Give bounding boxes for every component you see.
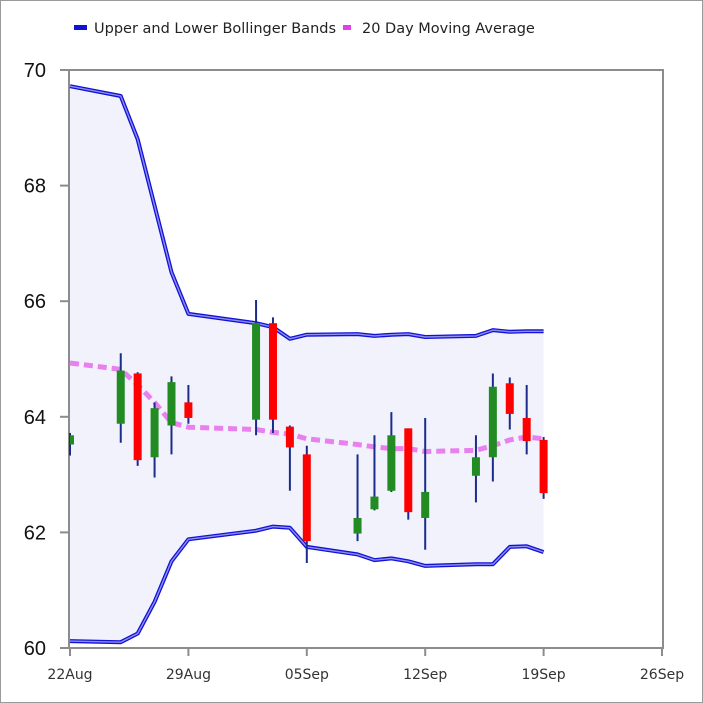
- upper-band-line-highlight: [69, 85, 544, 340]
- candle: [353, 454, 362, 542]
- candle-body: [522, 417, 531, 442]
- candle: [488, 373, 497, 482]
- candle: [421, 417, 430, 550]
- candle-body: [505, 383, 514, 414]
- y-tick-label: 62: [24, 522, 46, 544]
- y-tick-label: 66: [24, 291, 46, 313]
- x-tick-label: 26Sep: [640, 667, 684, 683]
- candle: [268, 317, 277, 433]
- candle-body: [150, 408, 159, 458]
- candle: [302, 445, 311, 564]
- candle: [116, 353, 125, 443]
- x-tick-label: 05Sep: [285, 667, 329, 683]
- candle-body: [539, 439, 548, 494]
- legend-entry-moving-average: 20 Day Moving Average: [343, 21, 535, 37]
- moving-average-line: [69, 360, 544, 455]
- candle-body: [421, 491, 430, 518]
- candle: [150, 402, 159, 478]
- x-tick-label: 19Sep: [521, 667, 565, 683]
- y-tick-label: 60: [24, 638, 46, 660]
- candle: [404, 428, 413, 520]
- candle-body: [116, 370, 125, 424]
- legend-label-moving-average: 20 Day Moving Average: [362, 21, 535, 37]
- candle-body: [404, 428, 413, 513]
- legend: Upper and Lower Bollinger Bands 20 Day M…: [74, 21, 535, 37]
- legend-label-bands: Upper and Lower Bollinger Bands: [94, 21, 336, 37]
- candle: [370, 435, 379, 511]
- candle: [167, 376, 176, 455]
- candle: [471, 435, 480, 503]
- x-tick-label: 22Aug: [47, 667, 92, 683]
- x-tick-label: 12Sep: [403, 667, 447, 683]
- candle: [387, 412, 396, 492]
- lower-band-line-highlight: [69, 525, 544, 643]
- legend-swatch-bands: [74, 25, 87, 30]
- y-tick-label: 64: [24, 407, 46, 429]
- candle: [505, 377, 514, 430]
- plot-area: [68, 69, 664, 649]
- candle-body: [370, 496, 379, 510]
- moving-average-layer: [69, 360, 544, 455]
- candle-body: [302, 454, 311, 542]
- candle-body: [285, 426, 294, 448]
- candle: [285, 425, 294, 491]
- candles: [69, 300, 548, 564]
- candle-body: [133, 373, 142, 461]
- y-tick-label: 68: [24, 176, 46, 198]
- legend-swatch-moving-average: [343, 25, 351, 30]
- candle: [69, 432, 74, 456]
- candle: [522, 385, 531, 455]
- candle: [539, 437, 548, 499]
- candle: [184, 385, 193, 424]
- candle-body: [167, 382, 176, 426]
- y-tick-label: 70: [24, 60, 46, 82]
- candle-body: [471, 457, 480, 476]
- candle-body: [70, 435, 74, 445]
- candle-body: [184, 402, 193, 418]
- candle-body: [252, 323, 261, 420]
- candle-body: [268, 323, 277, 420]
- candle: [133, 372, 142, 466]
- candle: [252, 300, 261, 436]
- candle-body: [353, 517, 362, 534]
- candle-body: [387, 435, 396, 491]
- x-tick-label: 29Aug: [166, 667, 211, 683]
- legend-entry-bands: Upper and Lower Bollinger Bands: [74, 21, 336, 37]
- axes: 60 62 64 66 68 70 22Aug 29Aug 05Sep 12Sep 19Sep 26S…: [24, 60, 684, 683]
- candle-body: [488, 386, 497, 458]
